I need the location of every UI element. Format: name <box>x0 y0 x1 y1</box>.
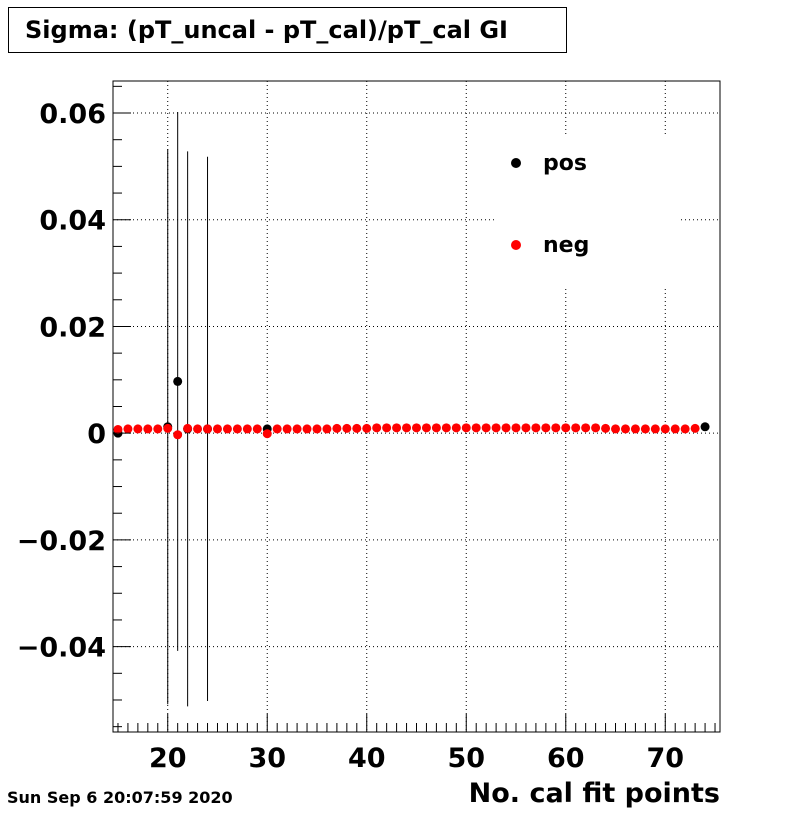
data-point-neg <box>392 423 402 433</box>
legend-marker-pos <box>511 158 521 168</box>
data-point-neg <box>441 423 451 433</box>
y-tick-label: −0.04 <box>17 633 106 664</box>
legend-label-pos: pos <box>543 150 587 176</box>
legend: pos neg <box>495 137 680 287</box>
data-point-neg <box>402 423 412 433</box>
x-tick-label: 70 <box>646 743 684 774</box>
data-point-neg <box>541 423 551 433</box>
data-point-neg <box>690 423 700 433</box>
timestamp: Sun Sep 6 20:07:59 2020 <box>7 788 233 807</box>
data-point-pos <box>173 376 183 386</box>
tick-labels: 20 30 40 50 60 70 −0.04 −0.02 0 0.02 0.04 0.06 <box>17 99 684 774</box>
x-tick-label: 60 <box>547 743 585 774</box>
data-point-neg <box>611 424 621 434</box>
x-tick-label: 30 <box>248 743 286 774</box>
data-point-neg <box>591 423 601 433</box>
data-point-neg <box>571 423 581 433</box>
data-point-neg <box>511 423 521 433</box>
chart-title: Sigma: (pT_uncal - pT_cal)/pT_cal GI <box>8 7 567 53</box>
data-point-neg <box>451 423 461 433</box>
data-point-neg <box>601 423 611 433</box>
data-point-neg <box>471 423 481 433</box>
data-point-neg <box>382 423 392 433</box>
x-axis-label: No. cal fit points <box>468 778 720 809</box>
data-point-neg <box>372 423 382 433</box>
y-tick-label: 0.02 <box>39 312 106 343</box>
x-tick-label: 50 <box>447 743 485 774</box>
data-point-neg <box>362 423 372 433</box>
legend-label-neg: neg <box>543 232 590 258</box>
y-tick-label: 0.06 <box>39 99 106 130</box>
data-point-neg <box>461 423 471 433</box>
data-point-neg <box>113 424 123 434</box>
data-point-neg <box>242 424 252 434</box>
axis-ticks <box>113 85 716 732</box>
data-point-neg <box>143 424 153 434</box>
data-point-neg <box>292 424 302 434</box>
y-tick-label: −0.02 <box>17 526 106 557</box>
data-point-neg <box>163 423 173 433</box>
data-point-neg <box>531 423 541 433</box>
y-tick-label: 0 <box>87 419 106 450</box>
data-point-neg <box>232 424 242 434</box>
data-point-neg <box>153 424 163 434</box>
data-point-neg <box>342 423 352 433</box>
y-tick-label: 0.04 <box>39 206 106 237</box>
data-point-neg <box>183 423 193 433</box>
data-point-neg <box>640 424 650 434</box>
data-point-neg <box>491 423 501 433</box>
data-point-neg <box>332 423 342 433</box>
data-point-neg <box>630 424 640 434</box>
data-point-neg <box>322 424 332 434</box>
data-point-neg <box>252 424 262 434</box>
data-point-neg <box>620 424 630 434</box>
data-point-neg <box>272 424 282 434</box>
data-point-neg <box>431 423 441 433</box>
x-tick-label: 20 <box>149 743 187 774</box>
data-point-neg <box>481 423 491 433</box>
data-point-neg <box>561 423 571 433</box>
data-point-pos <box>700 422 710 432</box>
data-point-neg <box>581 423 591 433</box>
data-point-neg <box>282 424 292 434</box>
data-point-neg <box>193 424 203 434</box>
data-point-neg <box>670 424 680 434</box>
data-points <box>113 376 710 440</box>
data-point-neg <box>203 424 213 434</box>
data-point-neg <box>302 424 312 434</box>
legend-marker-neg <box>511 240 521 250</box>
data-point-neg <box>501 423 511 433</box>
x-tick-label: 40 <box>348 743 386 774</box>
error-bars <box>167 111 209 707</box>
data-point-neg <box>262 429 272 439</box>
data-point-neg <box>352 423 362 433</box>
data-point-neg <box>133 424 143 434</box>
legend-item-neg: neg <box>511 230 589 260</box>
data-point-neg <box>650 424 660 434</box>
data-point-neg <box>521 423 531 433</box>
data-point-neg <box>123 424 133 434</box>
data-point-neg <box>412 423 421 433</box>
data-point-neg <box>421 423 431 433</box>
data-point-neg <box>551 423 561 433</box>
data-point-neg <box>680 424 690 434</box>
data-point-neg <box>312 424 322 434</box>
data-point-neg <box>660 424 670 434</box>
data-point-neg <box>222 424 232 434</box>
data-point-neg <box>212 424 222 434</box>
legend-item-pos: pos <box>511 148 587 178</box>
data-point-neg <box>173 430 183 440</box>
